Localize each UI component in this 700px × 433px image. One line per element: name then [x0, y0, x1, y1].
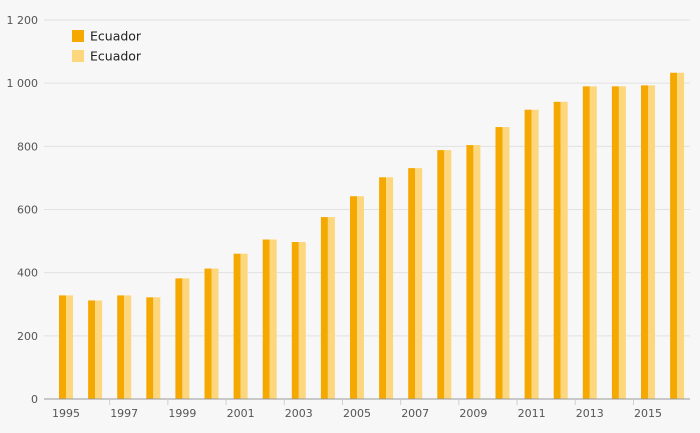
bar-1995-series-1 — [59, 295, 66, 399]
bar-2014-series-1 — [611, 86, 619, 399]
axes: 0 200 400 600 800 1 000 1 200 1995 1997 1999 2001 2… — [7, 14, 690, 420]
x-tick-label: 1995 — [52, 407, 80, 420]
bar-2013-series-1 — [582, 86, 590, 399]
bar-1999-series-2 — [182, 278, 190, 399]
legend-swatch-2 — [72, 50, 84, 62]
bar-1995-series-2 — [66, 295, 73, 399]
bar-2010-series-2 — [502, 127, 510, 399]
bar-1997-series-2 — [124, 295, 132, 399]
x-tick-label: 2015 — [634, 407, 662, 420]
bar-1998-series-1 — [146, 297, 154, 399]
bar-1996-series-2 — [95, 300, 103, 399]
x-tick-label: 2009 — [459, 407, 487, 420]
y-tick-label: 200 — [17, 330, 38, 343]
bar-2011-series-1 — [524, 109, 532, 400]
bar-2008-series-1 — [437, 150, 445, 399]
x-tick-label: 2001 — [227, 407, 255, 420]
y-tick-label: 400 — [17, 267, 38, 280]
bar-2005-series-2 — [357, 196, 364, 399]
x-tick-label: 2011 — [518, 407, 546, 420]
bar-2011-series-2 — [531, 109, 539, 400]
bar-1998-series-2 — [153, 297, 161, 399]
bar-2009-series-2 — [473, 145, 481, 399]
bar-2015-series-1 — [641, 85, 648, 399]
x-tick-label: 2003 — [285, 407, 313, 420]
bar-2007-series-2 — [415, 168, 423, 399]
bar-1996-series-1 — [88, 300, 96, 399]
bar-2005-series-1 — [350, 196, 357, 399]
bar-2002-series-2 — [269, 239, 277, 399]
x-tick-label: 1999 — [168, 407, 196, 420]
legend: Ecuador Ecuador — [72, 29, 142, 64]
bar-2003-series-1 — [291, 242, 299, 399]
bar-2014-series-2 — [618, 86, 626, 399]
y-tick-label: 1 000 — [7, 77, 39, 90]
bar-2012-series-2 — [560, 101, 568, 399]
bar-2012-series-1 — [553, 101, 561, 399]
bar-2016-series-1 — [670, 72, 678, 399]
bar-2000-series-1 — [204, 268, 212, 399]
bar-2006-series-1 — [379, 177, 387, 399]
y-tick-label: 0 — [31, 393, 38, 406]
x-tick-label: 2007 — [401, 407, 429, 420]
bar-2001-series-2 — [240, 253, 248, 399]
x-tick-label: 2005 — [343, 407, 371, 420]
bar-2003-series-2 — [298, 242, 306, 399]
legend-label-1: Ecuador — [90, 29, 142, 44]
bar-2013-series-2 — [589, 86, 597, 399]
legend-label-2: Ecuador — [90, 49, 142, 64]
bar-2006-series-2 — [386, 177, 394, 399]
legend-swatch-1 — [72, 30, 84, 42]
x-tick-label: 1997 — [110, 407, 138, 420]
bar-2000-series-2 — [211, 268, 219, 399]
bar-2002-series-1 — [262, 239, 270, 399]
y-tick-label: 1 200 — [7, 14, 39, 27]
bar-1997-series-1 — [117, 295, 125, 399]
bar-2004-series-1 — [320, 217, 328, 399]
bar-2016-series-2 — [677, 72, 685, 399]
y-tick-label: 800 — [17, 140, 38, 153]
bar-2009-series-1 — [466, 145, 474, 399]
bar-2004-series-2 — [327, 217, 335, 399]
bar-2001-series-1 — [233, 253, 241, 399]
gridlines — [44, 19, 690, 337]
y-tick-label: 600 — [17, 204, 38, 217]
bar-2015-series-2 — [648, 85, 655, 399]
bar-2007-series-1 — [408, 168, 416, 399]
bar-2008-series-2 — [444, 150, 452, 399]
x-tick-label: 2013 — [576, 407, 604, 420]
bar-2010-series-1 — [495, 127, 503, 399]
bars — [59, 72, 685, 400]
bar-1999-series-1 — [175, 278, 183, 399]
